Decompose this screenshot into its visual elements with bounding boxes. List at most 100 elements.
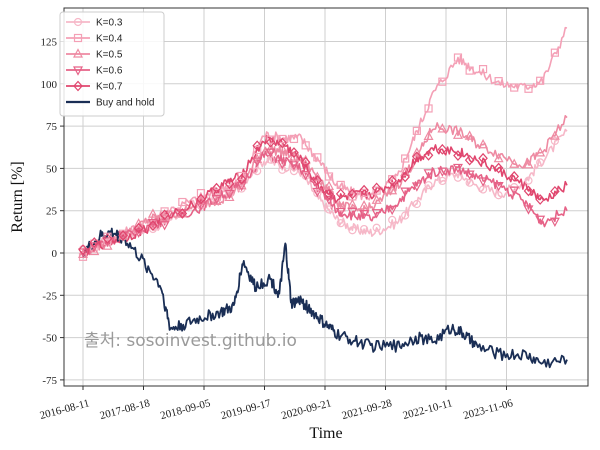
triangle-up-marker — [347, 198, 358, 209]
triangle-up-marker — [236, 179, 247, 190]
y-tick-label: -50 — [42, 333, 57, 345]
y-tick-label: 50 — [46, 163, 58, 175]
square-marker — [289, 134, 299, 144]
y-tick-label: 125 — [41, 37, 58, 49]
triangle-up-marker — [312, 171, 323, 181]
square-marker — [336, 180, 345, 190]
circle-marker — [73, 17, 83, 27]
triangle-down-marker — [359, 210, 370, 220]
diamond-marker — [412, 151, 422, 163]
y-tick-label: 75 — [46, 121, 58, 133]
triangle-down-marker — [252, 157, 263, 167]
square-marker — [178, 197, 187, 207]
triangle-up-marker — [423, 130, 434, 141]
triangle-down-marker — [523, 205, 534, 215]
diamond-marker — [289, 147, 299, 158]
diamond-marker — [102, 233, 113, 245]
triangle-down-marker — [236, 181, 247, 192]
x-tick-label: 2017-08-18 — [99, 397, 152, 422]
diamond-marker — [535, 194, 545, 205]
triangle-up-marker — [133, 218, 144, 228]
circle-marker — [438, 176, 447, 186]
triangle-down-marker — [535, 215, 546, 225]
square-marker — [550, 48, 559, 57]
diamond-marker — [437, 143, 448, 155]
circle-marker — [550, 136, 559, 146]
triangle-down-marker — [464, 170, 475, 180]
square-marker — [453, 53, 463, 62]
square-marker — [424, 104, 433, 113]
triangle-down-marker — [300, 171, 311, 181]
watermark: 출처: sosoinvest.github.io — [84, 331, 297, 351]
x-tick-label: 2021-09-28 — [341, 397, 394, 422]
diamond-marker — [236, 173, 247, 185]
y-tick-label: 25 — [46, 206, 58, 218]
square-marker — [359, 188, 369, 198]
square-marker — [412, 126, 421, 135]
circle-marker — [536, 158, 545, 167]
diamond-marker — [211, 182, 222, 194]
y-tick-label: -75 — [42, 375, 57, 387]
diamond-marker — [177, 208, 188, 219]
y-tick-label: -25 — [42, 290, 57, 302]
diamond-marker — [387, 175, 397, 187]
triangle-up-marker — [147, 208, 158, 218]
triangle-down-marker — [452, 163, 463, 174]
circle-marker — [401, 211, 410, 220]
legend-label: K=0.4 — [96, 34, 123, 45]
circle-marker — [278, 165, 287, 174]
diamond-marker — [277, 137, 288, 149]
x-tick-label: 2020-09-21 — [280, 397, 333, 422]
legend-label: K=0.6 — [96, 66, 123, 77]
triangle-up-marker — [277, 142, 288, 153]
square-marker — [73, 33, 83, 43]
series-line-buy-and-hold — [82, 227, 568, 369]
diamond-marker — [371, 182, 382, 194]
triangle-down-marker — [195, 201, 206, 211]
circle-marker — [412, 199, 421, 209]
x-tick-label: 2019-09-17 — [220, 397, 273, 422]
triangle-down-marker — [277, 160, 288, 170]
triangle-down-marker — [312, 187, 323, 198]
diamond-marker — [300, 156, 311, 168]
triangle-up-marker — [400, 166, 411, 177]
legend-label: K=0.5 — [96, 50, 123, 61]
diamond-marker — [464, 154, 475, 166]
triangle-down-marker — [335, 207, 346, 218]
square-marker — [237, 171, 246, 181]
diamond-marker — [89, 237, 100, 248]
triangle-up-marker — [288, 151, 299, 161]
x-axis: 2016-08-11 2017-08-18 2018-09-05 2019-09-17… — [38, 386, 515, 422]
diamond-marker — [478, 152, 488, 164]
diamond-marker — [133, 222, 144, 234]
square-marker — [536, 76, 545, 85]
triangle-up-marker — [73, 48, 83, 58]
diamond-marker — [509, 171, 520, 182]
legend-label: K=0.3 — [96, 18, 123, 29]
triangle-down-marker — [371, 209, 382, 219]
circle-marker — [348, 226, 357, 235]
legend-label: K=0.7 — [96, 82, 123, 93]
diamond-marker — [453, 150, 463, 161]
square-marker — [372, 186, 381, 195]
triangle-up-marker — [89, 245, 100, 256]
square-marker — [278, 134, 287, 144]
triangle-down-marker — [288, 161, 299, 171]
diamond-marker — [423, 149, 434, 161]
diamond-marker — [265, 136, 276, 148]
square-marker — [478, 65, 488, 74]
circle-marker — [494, 191, 503, 200]
circle-marker — [148, 224, 158, 234]
circle-marker — [324, 205, 334, 214]
diamond-marker — [224, 178, 235, 190]
diamond-marker — [324, 188, 334, 200]
diamond-marker — [73, 80, 83, 92]
triangle-up-marker — [102, 240, 113, 250]
circle-marker — [453, 173, 463, 182]
triangle-up-marker — [335, 202, 346, 212]
triangle-up-marker — [224, 191, 235, 202]
square-marker — [313, 153, 322, 162]
triangle-down-marker — [423, 169, 434, 179]
diamond-marker — [335, 188, 346, 200]
circle-marker — [336, 219, 345, 228]
